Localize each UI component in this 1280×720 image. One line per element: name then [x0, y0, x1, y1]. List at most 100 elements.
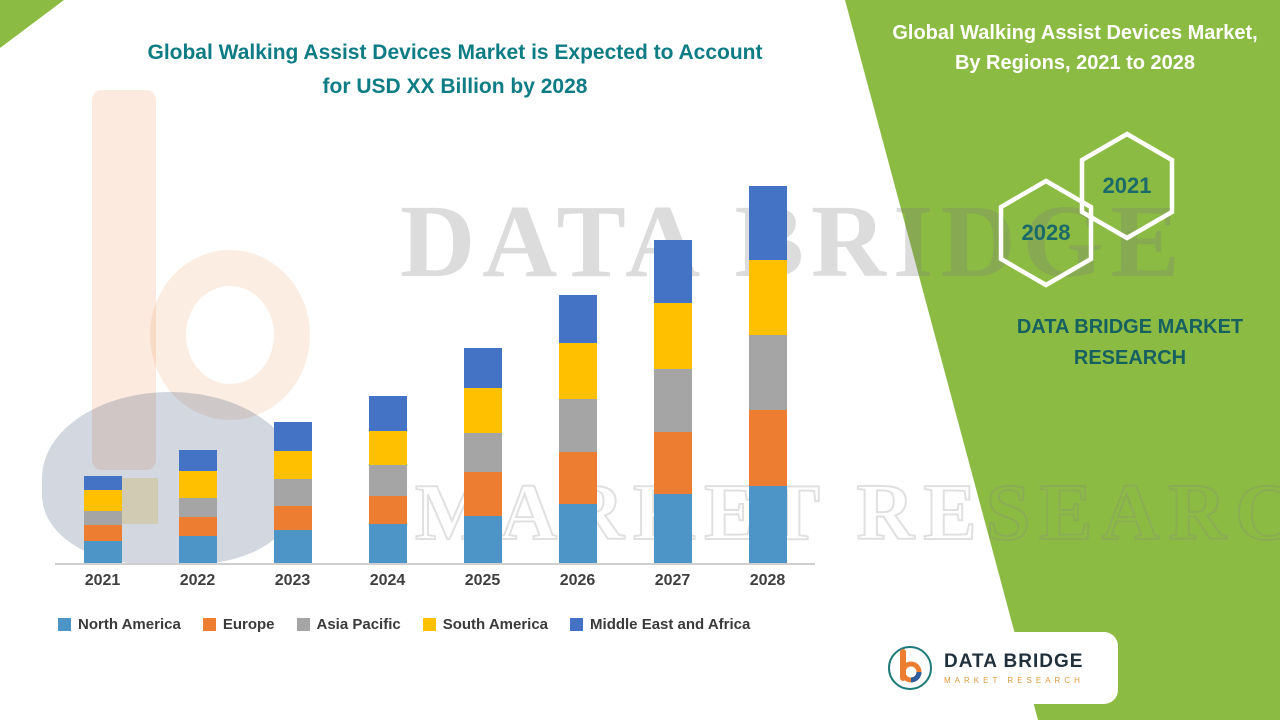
legend-swatch: [202, 618, 216, 631]
bar-segment-south-america: [83, 490, 122, 511]
legend-swatch: [570, 618, 584, 631]
bar-column: [245, 422, 340, 563]
hexagon-2028-outline: [998, 178, 1094, 288]
bar-segment-south-america: [368, 431, 407, 465]
watermark-text-line2: MARKET RESEARCH: [414, 468, 1280, 558]
legend-item: South America: [422, 616, 549, 633]
stacked-bar-2021: [83, 476, 122, 563]
stacked-bar-2022: [178, 450, 217, 563]
hexagon-year-2021: 2021: [1102, 173, 1152, 198]
stacked-bar-2027: [653, 240, 692, 563]
bar-column: [720, 186, 815, 563]
brand-text-line1: DATA BRIDGE MARKET: [1016, 316, 1244, 338]
hexagon-year-2028: 2028: [1021, 220, 1071, 245]
bar-segment-asia-pacific: [653, 369, 692, 432]
data-bridge-logo-icon: [888, 646, 932, 690]
stacked-bar-2023: [273, 422, 312, 563]
bar-segment-europe: [558, 452, 597, 504]
bar-column: [55, 476, 150, 563]
stacked-bar-2028: [748, 186, 787, 563]
bar-segment-middle-east-and-africa: [83, 476, 122, 490]
legend-swatch: [422, 618, 436, 631]
bar-column: [530, 295, 625, 563]
bar-segment-north-america: [653, 494, 692, 563]
bar-segment-south-america: [558, 343, 597, 399]
bar-segment-europe: [748, 410, 787, 486]
x-axis-label: 2021: [84, 572, 121, 589]
legend-item: North America: [58, 616, 181, 633]
bar-segment-south-america: [178, 471, 217, 498]
bar-segment-north-america: [463, 516, 502, 563]
x-axis-label: 2023: [274, 572, 311, 589]
bar-segment-europe: [368, 496, 407, 524]
x-axis-label: 2027: [654, 572, 691, 589]
bar-segment-asia-pacific: [273, 479, 312, 506]
bar-segment-middle-east-and-africa: [178, 450, 217, 471]
stacked-bar-chart: 2021 2022 2023 2024 2025 2026 2027 2028: [55, 180, 815, 590]
bar-segment-middle-east-and-africa: [653, 240, 692, 303]
bar-segment-asia-pacific: [83, 511, 122, 525]
bar-segment-north-america: [178, 536, 217, 563]
bar-segment-europe: [273, 506, 312, 530]
legend: North America Europe Asia Pacific South Ame…: [58, 616, 750, 633]
legend-label: North America: [78, 616, 181, 633]
bar-segment-south-america: [463, 388, 502, 433]
logo-text-block: DATA BRIDGE MARKET RESEARCH: [944, 651, 1084, 685]
bar-segment-middle-east-and-africa: [273, 422, 312, 451]
watermark-text-line1: DATA BRIDGE: [400, 184, 1187, 299]
legend-label: Asia Pacific: [316, 616, 401, 633]
hexagon-badges: [998, 131, 1175, 288]
bar-segment-asia-pacific: [748, 335, 787, 410]
corner-accent-triangle: [0, 0, 64, 48]
bar-segment-asia-pacific: [558, 399, 597, 452]
stacked-bar-2026: [558, 295, 597, 563]
legend-label: Middle East and Africa: [590, 616, 751, 633]
chart-title-line1: Global Walking Assist Devices Market is …: [147, 41, 763, 64]
legend-label: Europe: [222, 616, 275, 633]
bar-segment-middle-east-and-africa: [368, 396, 407, 431]
bar-column: [435, 348, 530, 563]
stacked-bar-2025: [463, 348, 502, 563]
logo-card: DATA BRIDGE MARKET RESEARCH: [872, 632, 1118, 704]
bar-column: [150, 450, 245, 563]
bar-segment-north-america: [273, 530, 312, 563]
bar-segment-north-america: [83, 541, 122, 563]
bar-segment-middle-east-and-africa: [463, 348, 502, 388]
x-axis-label: 2022: [179, 572, 216, 589]
chart-title: Global Walking Assist Devices Market is …: [110, 36, 800, 103]
bar-segment-north-america: [558, 504, 597, 563]
bar-segment-south-america: [273, 451, 312, 479]
bar-column: [340, 396, 435, 563]
legend-label: South America: [442, 616, 549, 633]
bar-segment-north-america: [368, 524, 407, 563]
bar-segment-south-america: [653, 303, 692, 369]
side-panel-title: Global Walking Assist Devices Market, By…: [892, 22, 1258, 74]
bar-segment-europe: [653, 432, 692, 494]
hexagon-2021-outline: [1079, 131, 1175, 241]
legend-item: Asia Pacific: [296, 616, 401, 633]
bar-segment-asia-pacific: [178, 498, 217, 517]
bar-segment-europe: [178, 517, 217, 536]
logo-brand-name: DATA BRIDGE: [944, 651, 1084, 672]
bar-segment-north-america: [748, 486, 787, 563]
bar-segment-europe: [463, 472, 502, 516]
brand-text-line2: RESEARCH: [1073, 347, 1187, 369]
logo-brand-tagline: MARKET RESEARCH: [944, 676, 1084, 685]
legend-item: Europe: [202, 616, 275, 633]
x-axis-label: 2024: [369, 572, 406, 589]
bar-segment-asia-pacific: [368, 465, 407, 496]
legend-swatch: [58, 618, 71, 631]
x-axis-labels: 2021 2022 2023 2024 2025 2026 2027 2028: [55, 572, 815, 590]
x-axis-label: 2025: [464, 572, 501, 589]
stacked-bar-2024: [368, 396, 407, 563]
legend-item: Middle East and Africa: [570, 616, 750, 633]
side-panel-brand-text: DATA BRIDGE MARKET RESEARCH: [1000, 312, 1260, 374]
bar-segment-europe: [83, 525, 122, 541]
bar-segment-south-america: [748, 260, 787, 335]
bar-segment-middle-east-and-africa: [748, 186, 787, 260]
watermark-logo-bar: [92, 90, 156, 470]
x-axis-label: 2026: [559, 572, 596, 589]
legend-swatch: [296, 618, 310, 631]
bar-segment-asia-pacific: [463, 433, 502, 472]
